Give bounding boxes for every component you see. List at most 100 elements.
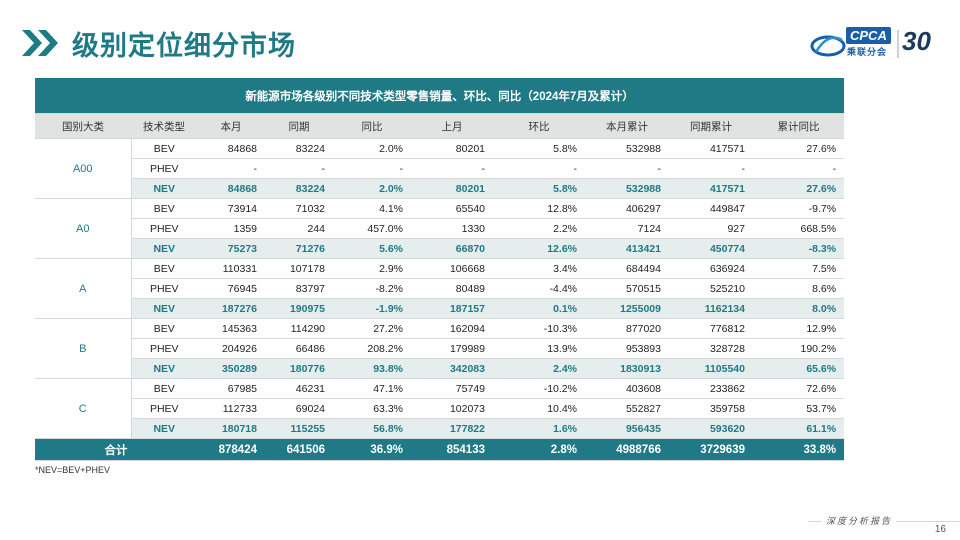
- total-cell: 3729639: [669, 438, 753, 461]
- table-cell: 112733: [197, 398, 265, 419]
- table-cell: 5.6%: [333, 238, 411, 259]
- table-cell: 10.4%: [493, 398, 585, 419]
- table-cell: 47.1%: [333, 378, 411, 399]
- table-cell: -: [585, 158, 669, 179]
- table-cell: 106668: [411, 258, 493, 279]
- column-header: 同比: [333, 113, 411, 139]
- tech-type-cell: PHEV: [131, 338, 197, 359]
- table-cell: -10.3%: [493, 318, 585, 339]
- tech-type-cell: BEV: [131, 198, 197, 219]
- table-header-row: 国别大类 技术类型 本月 同期 同比 上月 环比 本月累计 同期累计 累计同比: [35, 113, 845, 139]
- table-cell: 102073: [411, 398, 493, 419]
- column-header: 环比: [493, 113, 585, 139]
- table-cell: 187276: [197, 298, 265, 319]
- tech-type-cell: BEV: [131, 258, 197, 279]
- table-cell: 4.1%: [333, 198, 411, 219]
- table-cell: -10.2%: [493, 378, 585, 399]
- table-cell: 636924: [669, 258, 753, 279]
- table-cell: -8.3%: [753, 238, 845, 259]
- table-cell: 56.8%: [333, 418, 411, 439]
- table-cell: 61.1%: [753, 418, 845, 439]
- table-cell: 83224: [265, 138, 333, 159]
- table-cell: 145363: [197, 318, 265, 339]
- table-cell: 69024: [265, 398, 333, 419]
- table-cell: 208.2%: [333, 338, 411, 359]
- table-cell: 180776: [265, 358, 333, 379]
- table-cell: -9.7%: [753, 198, 845, 219]
- table-row: NEV 180718 115255 56.8% 177822 1.6% 956435 5936…: [35, 418, 845, 439]
- table-cell: -: [493, 158, 585, 179]
- table-cell: 403608: [585, 378, 669, 399]
- table-cell: 532988: [585, 138, 669, 159]
- sales-table: 新能源市场各级别不同技术类型零售销量、环比、同比（2024年7月及累计） 国别大类…: [35, 78, 845, 461]
- table-cell: 46231: [265, 378, 333, 399]
- column-header: 累计同比: [753, 113, 845, 139]
- table-cell: 73914: [197, 198, 265, 219]
- table-cell: -: [753, 158, 845, 179]
- table-cell: 72.6%: [753, 378, 845, 399]
- table-cell: 417571: [669, 138, 753, 159]
- table-cell: 53.7%: [753, 398, 845, 419]
- tech-type-cell: PHEV: [131, 158, 197, 179]
- table-cell: 107178: [265, 258, 333, 279]
- table-cell: 83224: [265, 178, 333, 199]
- column-header: 上月: [411, 113, 493, 139]
- total-cell: 854133: [411, 438, 493, 461]
- table-cell: 684494: [585, 258, 669, 279]
- tech-type-cell: PHEV: [131, 218, 197, 239]
- table-row: PHEV 76945 83797 -8.2% 80489 -4.4% 570515 52521…: [35, 278, 845, 299]
- table-cell: 93.8%: [333, 358, 411, 379]
- table-cell: 350289: [197, 358, 265, 379]
- table-cell: 162094: [411, 318, 493, 339]
- table-cell: 71032: [265, 198, 333, 219]
- sales-table-container: 新能源市场各级别不同技术类型零售销量、环比、同比（2024年7月及累计） 国别大类…: [35, 78, 845, 461]
- total-cell: 33.8%: [753, 438, 845, 461]
- table-cell: 83797: [265, 278, 333, 299]
- tech-type-cell: NEV: [131, 238, 197, 259]
- table-cell: 3.4%: [493, 258, 585, 279]
- table-cell: 76945: [197, 278, 265, 299]
- table-cell: 110331: [197, 258, 265, 279]
- table-cell: -4.4%: [493, 278, 585, 299]
- class-group-label: A: [35, 258, 132, 319]
- table-cell: -: [333, 158, 411, 179]
- table-cell: 7.5%: [753, 258, 845, 279]
- table-cell: -: [411, 158, 493, 179]
- table-cell: 413421: [585, 238, 669, 259]
- column-header: 技术类型: [131, 113, 197, 139]
- table-cell: 7124: [585, 218, 669, 239]
- table-cell: 2.2%: [493, 218, 585, 239]
- table-row: A0 BEV 73914 71032 4.1% 65540 12.8% 406297 44984…: [35, 198, 845, 259]
- table-cell: 65.6%: [753, 358, 845, 379]
- table-row: PHEV 1359 244 457.0% 1330 2.2% 7124 927 668.5%: [35, 218, 845, 239]
- table-cell: 2.4%: [493, 358, 585, 379]
- table-cell: 80489: [411, 278, 493, 299]
- table-cell: 927: [669, 218, 753, 239]
- table-cell: 27.6%: [753, 178, 845, 199]
- table-caption: 新能源市场各级别不同技术类型零售销量、环比、同比（2024年7月及累计）: [35, 78, 845, 114]
- table-cell: 342083: [411, 358, 493, 379]
- table-cell: 75749: [411, 378, 493, 399]
- cpca-emblem-icon: [810, 30, 899, 58]
- table-row: PHEV 204926 66486 208.2% 179989 13.9% 953893 32…: [35, 338, 845, 359]
- table-cell: 525210: [669, 278, 753, 299]
- table-row: PHEV - - - - - - - -: [35, 158, 845, 179]
- total-row: 合计 878424 641506 36.9% 854133 2.8% 4988766 3729…: [35, 438, 845, 461]
- table-cell: 67985: [197, 378, 265, 399]
- table-cell: 328728: [669, 338, 753, 359]
- table-cell: -1.9%: [333, 298, 411, 319]
- table-cell: 244: [265, 218, 333, 239]
- table-cell: 450774: [669, 238, 753, 259]
- tech-type-cell: NEV: [131, 418, 197, 439]
- table-row: NEV 84868 83224 2.0% 80201 5.8% 532988 417571 27…: [35, 178, 845, 199]
- class-group-label: B: [35, 318, 132, 379]
- class-group-label: A0: [35, 198, 132, 259]
- table-cell: 552827: [585, 398, 669, 419]
- table-cell: 406297: [585, 198, 669, 219]
- column-header: 同期累计: [669, 113, 753, 139]
- column-header: 本月: [197, 113, 265, 139]
- table-cell: 180718: [197, 418, 265, 439]
- table-cell: 66486: [265, 338, 333, 359]
- table-cell: 8.6%: [753, 278, 845, 299]
- table-cell: 66870: [411, 238, 493, 259]
